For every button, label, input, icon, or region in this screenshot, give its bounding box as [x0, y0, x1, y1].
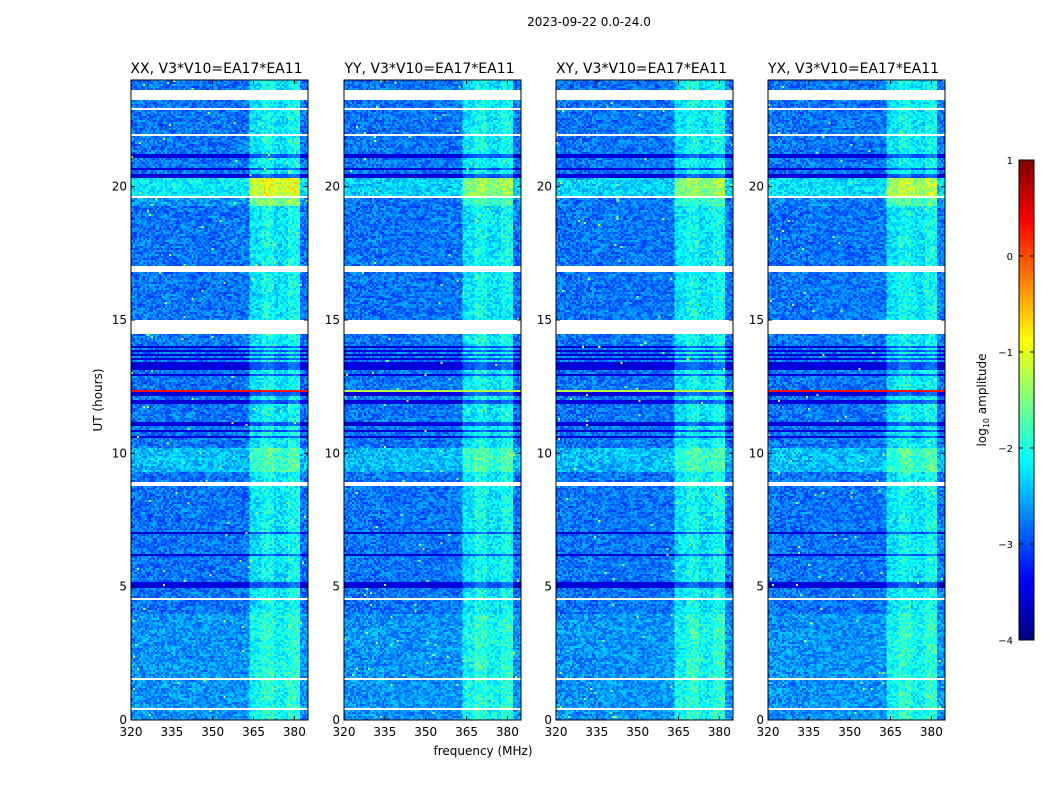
x-tick-label: 320	[333, 725, 356, 739]
x-tick-label: 350	[201, 725, 224, 739]
panel-frame	[767, 79, 946, 721]
figure-title: 2023-09-22 0.0-24.0	[527, 15, 651, 29]
panel-title: XY, V3*V10=EA17*EA11	[556, 61, 727, 77]
y-tick-label: 0	[332, 713, 340, 727]
y-tick-label: 10	[537, 446, 552, 460]
panel-title: YY, V3*V10=EA17*EA11	[343, 61, 514, 77]
x-tick-label: 380	[283, 725, 306, 739]
colorbar-frame	[1018, 159, 1035, 641]
y-tick-label: 20	[749, 180, 764, 194]
colorbar-tick-label: −3	[998, 540, 1013, 551]
x-tick-label: 335	[160, 725, 183, 739]
y-tick-label: 0	[756, 713, 764, 727]
colorbar-tick-label: −4	[998, 636, 1013, 647]
heatmap-xx	[131, 80, 308, 720]
y-tick-label: 20	[537, 180, 552, 194]
x-tick-label: 320	[120, 725, 143, 739]
y-tick-label: 5	[544, 580, 552, 594]
y-tick-label: 10	[749, 446, 764, 460]
panel-title: YX, V3*V10=EA17*EA11	[767, 61, 939, 77]
y-tick-label: 15	[749, 313, 764, 327]
x-tick-label: 380	[496, 725, 519, 739]
panel-title: XX, V3*V10=EA17*EA11	[130, 61, 302, 77]
x-tick-label: 350	[626, 725, 649, 739]
y-tick-label: 0	[119, 713, 127, 727]
y-tick-label: 5	[332, 580, 340, 594]
colorbar-tick-label: −1	[998, 348, 1013, 359]
x-tick-label: 350	[414, 725, 437, 739]
y-tick-label: 15	[537, 313, 552, 327]
heatmap-yy	[344, 80, 521, 720]
colorbar-label: log10 amplitude	[975, 354, 991, 447]
x-axis-label: frequency (MHz)	[433, 744, 532, 758]
x-tick-label: 380	[708, 725, 731, 739]
colorbar-tick-label: −2	[998, 444, 1013, 455]
colorbar	[1019, 160, 1034, 640]
x-tick-label: 320	[545, 725, 568, 739]
x-tick-label: 335	[797, 725, 820, 739]
y-tick-label: 5	[119, 580, 127, 594]
panel-frame	[343, 79, 522, 721]
y-tick-label: 20	[325, 180, 340, 194]
x-tick-label: 320	[757, 725, 780, 739]
panel-frame	[555, 79, 734, 721]
y-tick-label: 10	[112, 446, 127, 460]
y-tick-label: 5	[756, 580, 764, 594]
x-tick-label: 365	[667, 725, 690, 739]
y-tick-label: 10	[325, 446, 340, 460]
x-tick-label: 365	[879, 725, 902, 739]
y-tick-label: 20	[112, 180, 127, 194]
x-tick-label: 335	[373, 725, 396, 739]
heatmap-yx	[768, 80, 945, 720]
colorbar-tick-label: 0	[1007, 252, 1013, 263]
x-tick-label: 380	[920, 725, 943, 739]
x-tick-label: 365	[455, 725, 478, 739]
y-tick-label: 0	[544, 713, 552, 727]
panel-frame	[130, 79, 309, 721]
y-tick-label: 15	[325, 313, 340, 327]
colorbar-tick-label: 1	[1007, 156, 1013, 167]
x-tick-label: 335	[585, 725, 608, 739]
y-axis-label: UT (hours)	[91, 368, 105, 431]
y-tick-label: 15	[112, 313, 127, 327]
x-tick-label: 365	[242, 725, 265, 739]
heatmap-xy	[556, 80, 733, 720]
x-tick-label: 350	[838, 725, 861, 739]
